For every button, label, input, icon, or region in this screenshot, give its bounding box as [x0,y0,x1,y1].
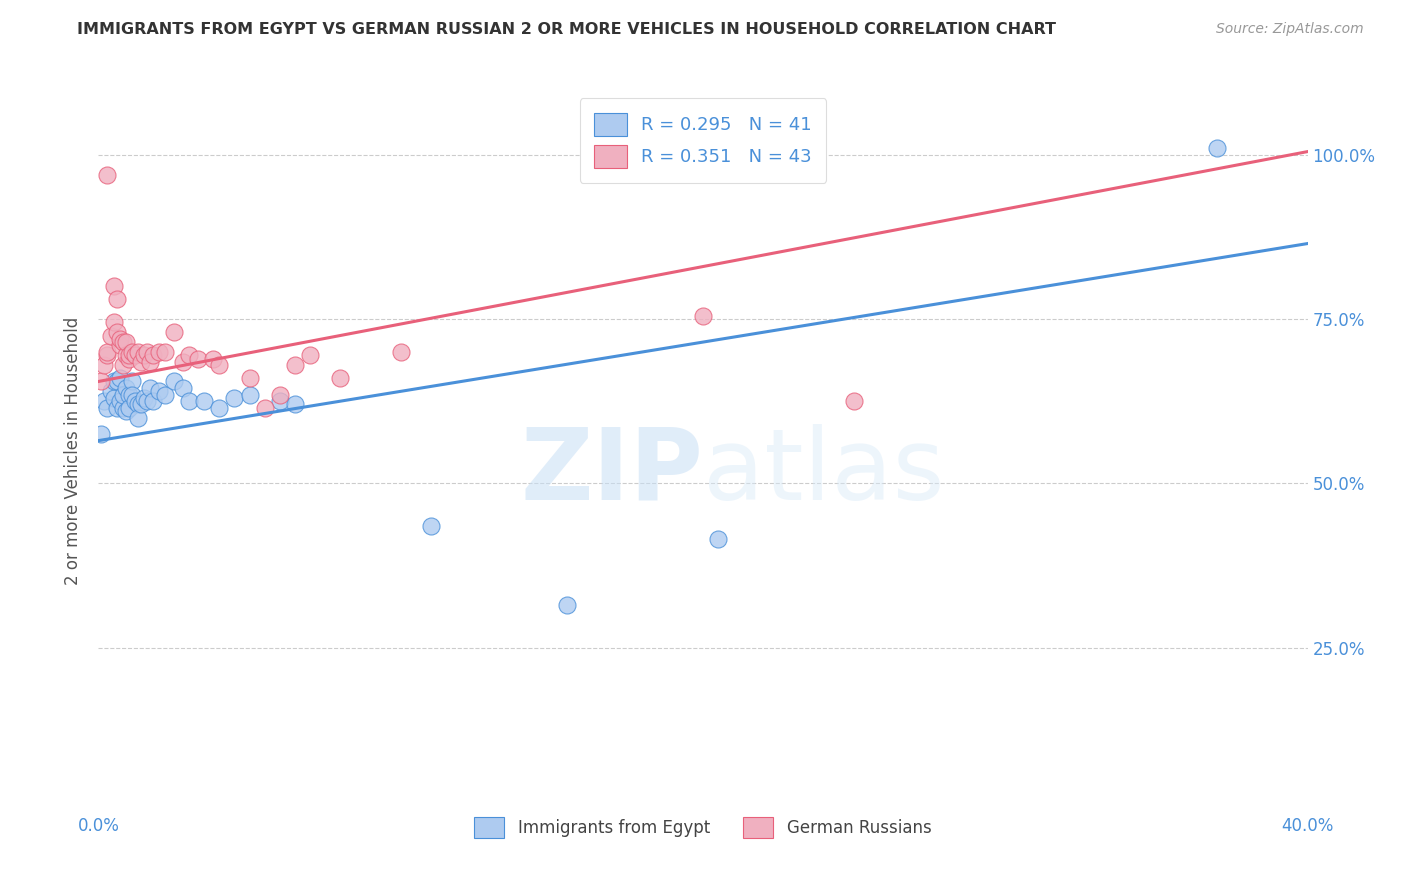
Point [208,401,231,415]
Point [127,397,149,411]
Point [121,387,143,401]
Point [118,401,141,415]
Point [135,394,157,409]
Point [105,401,128,415]
Point [555,598,578,612]
Point [111,401,134,415]
Point [163,375,186,389]
Point [135,345,157,359]
Point [118,348,141,362]
Point [96,345,118,359]
Point [111,358,134,372]
Point [103,375,125,389]
Point [269,394,291,409]
Point [108,332,131,346]
Point [111,387,134,401]
Point [121,345,143,359]
Point [187,351,209,366]
Point [114,404,136,418]
Point [105,375,128,389]
Point [111,335,134,350]
Point [142,394,165,409]
Point [96,348,118,362]
Point [153,387,176,401]
Point [103,391,125,405]
Point [142,348,165,362]
Point [707,532,730,546]
Point [172,381,194,395]
Point [114,335,136,350]
Point [239,371,262,385]
Point [299,348,322,362]
Point [1206,141,1229,155]
Point [208,358,231,372]
Text: atlas: atlas [703,424,945,521]
Point [329,371,352,385]
Point [132,348,155,362]
Point [100,328,122,343]
Point [224,391,246,405]
Y-axis label: 2 or more Vehicles in Household: 2 or more Vehicles in Household [65,317,83,584]
Point [129,355,152,369]
Point [692,309,714,323]
Point [103,279,125,293]
Text: Source: ZipAtlas.com: Source: ZipAtlas.com [1216,22,1364,37]
Point [389,345,412,359]
Point [193,394,215,409]
Point [163,325,186,339]
Point [172,355,194,369]
Point [90,375,112,389]
Point [108,394,131,409]
Point [127,345,149,359]
Point [90,427,112,442]
Point [239,387,262,401]
Text: IMMIGRANTS FROM EGYPT VS GERMAN RUSSIAN 2 OR MORE VEHICLES IN HOUSEHOLD CORRELAT: IMMIGRANTS FROM EGYPT VS GERMAN RUSSIAN … [77,22,1056,37]
Point [420,519,443,533]
Point [179,394,201,409]
Point [105,293,128,307]
Point [108,371,131,385]
Point [103,315,125,329]
Point [269,387,291,401]
Point [100,384,122,399]
Text: ZIP: ZIP [520,424,703,521]
Point [148,345,170,359]
Point [284,358,307,372]
Point [121,375,143,389]
Point [153,345,176,359]
Point [124,394,146,409]
Point [124,348,146,362]
Point [114,381,136,395]
Point [844,394,866,409]
Point [96,168,118,182]
Point [114,348,136,362]
Point [96,401,118,415]
Point [93,394,115,409]
Point [139,355,162,369]
Point [132,391,155,405]
Point [105,325,128,339]
Point [284,397,307,411]
Point [179,348,201,362]
Legend: Immigrants from Egypt, German Russians: Immigrants from Egypt, German Russians [467,809,939,847]
Point [118,387,141,401]
Point [253,401,276,415]
Point [127,410,149,425]
Point [108,338,131,352]
Point [129,397,152,411]
Point [148,384,170,399]
Point [139,381,162,395]
Point [93,358,115,372]
Point [118,351,141,366]
Point [202,351,225,366]
